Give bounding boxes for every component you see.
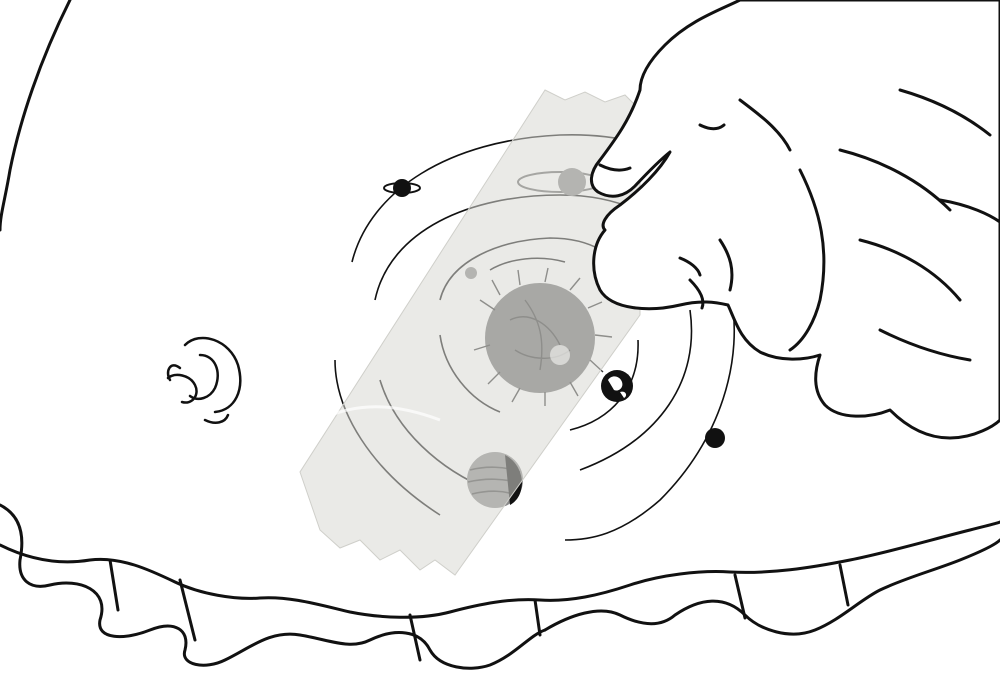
hand-pressing-tape [590, 0, 1000, 440]
earth-like-planet [601, 370, 633, 402]
belly-button-swirl [166, 336, 242, 424]
small-ringed-planet [383, 179, 421, 197]
dark-planet [705, 428, 725, 448]
tape-strip [299, 89, 641, 576]
belly-outline [0, 0, 1000, 670]
